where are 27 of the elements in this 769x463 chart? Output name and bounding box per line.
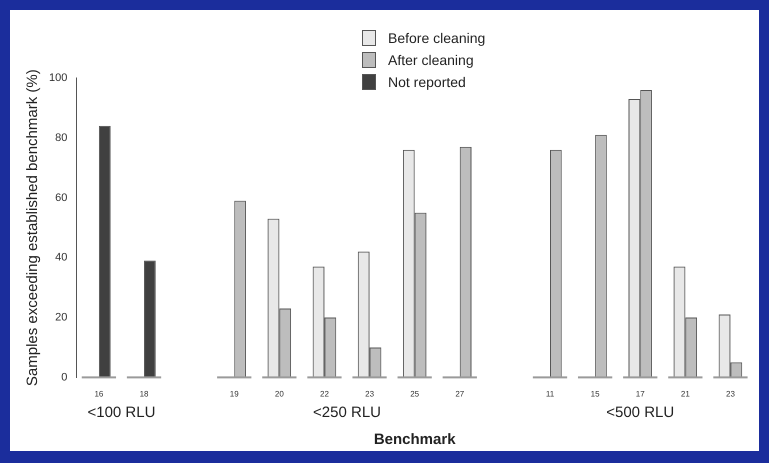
- x-tick-label: 27: [455, 389, 465, 398]
- text: <100 RLU: [87, 404, 156, 422]
- x-tick-label: 17: [636, 389, 646, 398]
- x-tick-label: 23: [726, 389, 736, 398]
- x-tick-label: 19: [230, 389, 240, 398]
- x-tick-label: 25: [410, 389, 420, 398]
- text: <500 RLU: [606, 404, 674, 422]
- y-tick-label: 100: [48, 72, 68, 84]
- x-tick-label: 23: [365, 389, 375, 398]
- x-tick-label: 22: [320, 389, 330, 398]
- y-tick-label: 60: [55, 192, 68, 204]
- x-tick-label: 20: [274, 389, 284, 398]
- x-tick-label: 16: [94, 389, 104, 398]
- legend-label: Before cleaning: [388, 30, 486, 46]
- y-tick-label: 80: [55, 132, 68, 144]
- y-tick-label: 40: [55, 252, 68, 264]
- x-tick-label: 15: [590, 389, 600, 398]
- x-tick-label: 11: [546, 389, 555, 398]
- x-tick-label: 18: [140, 389, 150, 398]
- x-tick-label: 21: [680, 389, 690, 398]
- text: <250 RLU: [313, 404, 381, 422]
- y-tick-label: 20: [55, 312, 68, 324]
- x-axis-title: Benchmark: [374, 431, 456, 448]
- y-tick-label: 0: [61, 371, 68, 384]
- legend-label: Not reported: [388, 74, 466, 90]
- y-axis-title: Samples exceeding established benchmark (%): [24, 69, 42, 386]
- legend-label: After cleaning: [388, 52, 474, 68]
